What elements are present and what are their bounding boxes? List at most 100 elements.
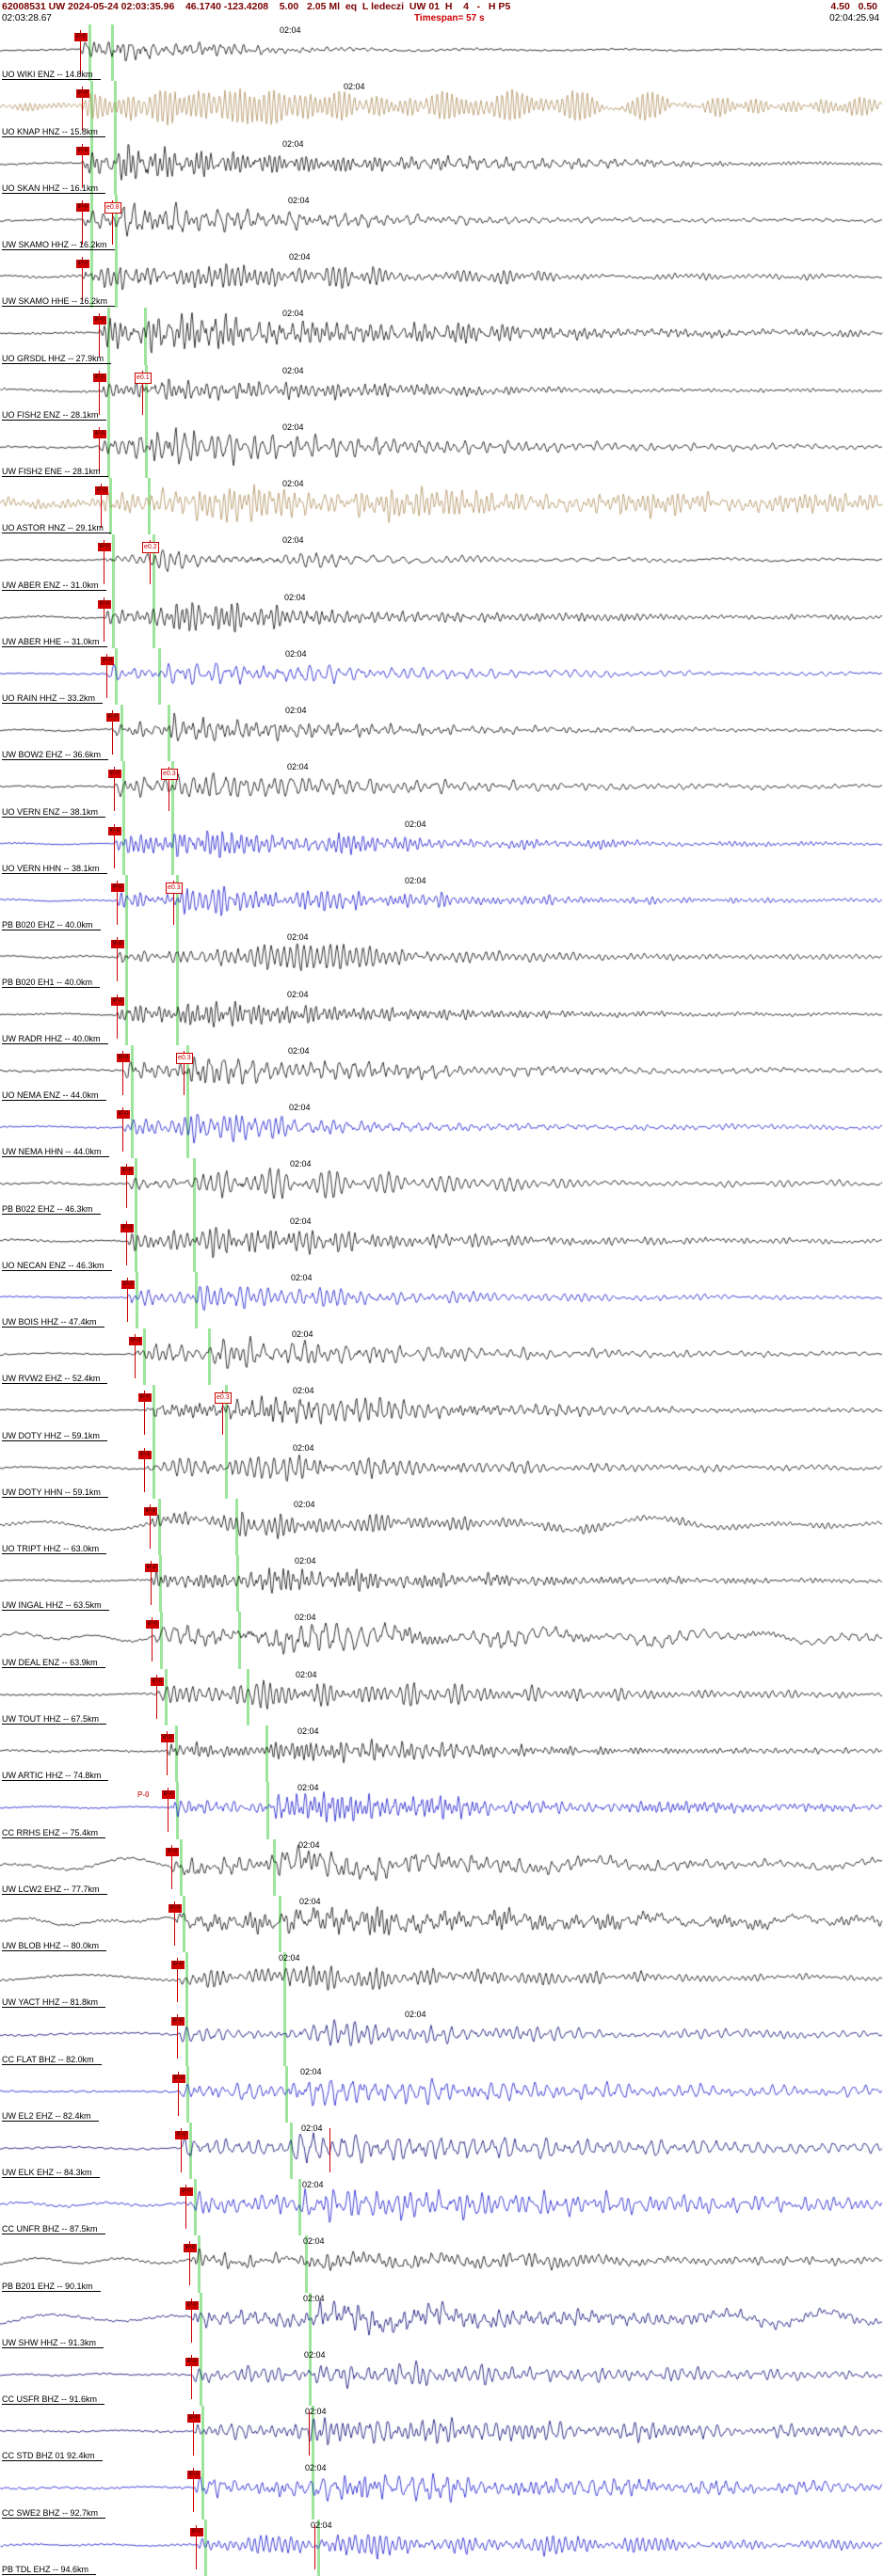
p-pick-flag[interactable]: iP-0 bbox=[185, 2357, 199, 2366]
s-pick-flag[interactable]: e0.3 bbox=[166, 882, 183, 894]
p-pick-line[interactable] bbox=[126, 1164, 127, 1209]
s-pick-line[interactable] bbox=[314, 2524, 315, 2569]
p-pick-flag[interactable]: iP-0 bbox=[111, 883, 124, 892]
p-pick-line[interactable] bbox=[101, 484, 102, 529]
station-label[interactable]: UW ARTIC HHZ -- 74.8km bbox=[2, 1771, 109, 1782]
station-label[interactable]: PB B020 EHZ -- 40.0km bbox=[2, 920, 101, 931]
station-label[interactable]: UW SKAMO HHZ -- 16.2km bbox=[2, 240, 115, 251]
station-label[interactable]: UW EL2 EHZ -- 82.4km bbox=[2, 2111, 99, 2122]
waveform-canvas[interactable] bbox=[0, 874, 883, 931]
waveform-canvas[interactable] bbox=[0, 591, 883, 648]
p-pick-flag[interactable]: iP-0 bbox=[187, 2471, 201, 2480]
p-pick-line[interactable] bbox=[126, 1220, 127, 1265]
p-pick-flag[interactable]: iP-0 bbox=[146, 1620, 159, 1630]
p-pick-flag[interactable]: iP-0 bbox=[171, 1961, 185, 1970]
s-pick-flag[interactable]: e0.3 bbox=[215, 1392, 232, 1405]
p-pick-line[interactable] bbox=[150, 1503, 151, 1549]
p-pick-line[interactable] bbox=[191, 2354, 192, 2399]
waveform-canvas[interactable] bbox=[0, 1838, 883, 1896]
station-label[interactable]: UO FISH2 ENZ -- 28.1km bbox=[2, 410, 106, 421]
p-pick-line[interactable] bbox=[82, 199, 83, 245]
waveform-canvas[interactable] bbox=[0, 647, 883, 705]
p-pick-line[interactable] bbox=[99, 370, 100, 415]
waveform-canvas[interactable] bbox=[0, 2292, 883, 2349]
p-pick-flag[interactable]: iP-0 bbox=[185, 2300, 199, 2310]
p-pick-line[interactable] bbox=[177, 2014, 178, 2059]
p-pick-flag[interactable]: iP-0 bbox=[117, 1110, 130, 1120]
p-pick-flag[interactable]: iP-0 bbox=[138, 1393, 152, 1403]
waveform-canvas[interactable] bbox=[0, 2179, 883, 2236]
p-pick-flag[interactable]: iP-0 bbox=[108, 826, 121, 835]
p-pick-line[interactable] bbox=[117, 937, 118, 982]
station-label[interactable]: PB B020 EH1 -- 40.0km bbox=[2, 978, 101, 988]
station-label[interactable]: UO RAIN HHZ -- 33.2km bbox=[2, 693, 104, 705]
p-pick-line[interactable] bbox=[112, 710, 113, 755]
waveform-canvas[interactable] bbox=[0, 2406, 883, 2463]
station-label[interactable]: UW DOTY HHZ -- 59.1km bbox=[2, 1431, 107, 1441]
station-label[interactable]: UW BLOB HHZ -- 80.0km bbox=[2, 1941, 107, 1952]
p-pick-line[interactable] bbox=[196, 2524, 197, 2569]
station-label[interactable]: UO KNAP HNZ -- 15.8km bbox=[2, 127, 105, 137]
p-pick-line[interactable] bbox=[193, 2468, 194, 2513]
p-pick-line[interactable] bbox=[152, 1617, 153, 1662]
waveform-canvas[interactable] bbox=[0, 1441, 883, 1499]
p-pick-flag[interactable]: iP-0 bbox=[166, 1847, 179, 1856]
p-pick-line[interactable] bbox=[181, 2127, 182, 2172]
p-pick-line[interactable] bbox=[144, 1391, 145, 1436]
s-pick-line[interactable] bbox=[309, 2411, 310, 2457]
p-pick-line[interactable] bbox=[178, 2071, 179, 2116]
s-pick-flag[interactable]: e0.3 bbox=[176, 1052, 193, 1064]
waveform-canvas[interactable] bbox=[0, 1668, 883, 1725]
station-label[interactable]: UO GRSDL HHZ -- 27.9km bbox=[2, 354, 112, 364]
p-pick-flag[interactable]: iP-0 bbox=[95, 486, 108, 496]
waveform-canvas[interactable] bbox=[0, 818, 883, 875]
p-pick-flag[interactable]: iP-0 bbox=[171, 2017, 185, 2027]
station-label[interactable]: UW RADR HHZ -- 40.0km bbox=[2, 1034, 108, 1044]
p-pick-flag[interactable]: iP-0 bbox=[187, 2414, 201, 2424]
waveform-canvas[interactable] bbox=[0, 1158, 883, 1216]
station-label[interactable]: UW INGAL HHZ -- 63.5km bbox=[2, 1600, 109, 1612]
station-label[interactable]: UW BOIS HHZ -- 47.4km bbox=[2, 1317, 104, 1328]
p-pick-flag[interactable]: iP-0 bbox=[184, 2244, 197, 2253]
waveform-canvas[interactable] bbox=[0, 2462, 883, 2520]
p-pick-line[interactable] bbox=[191, 2298, 192, 2343]
p-pick-line[interactable] bbox=[189, 2241, 190, 2286]
waveform-canvas[interactable] bbox=[0, 24, 883, 81]
station-label[interactable]: CC STD BHZ 01 92.4km bbox=[2, 2451, 103, 2462]
station-label[interactable]: CC UNFR BHZ -- 87.5km bbox=[2, 2224, 105, 2235]
waveform-canvas[interactable] bbox=[0, 761, 883, 819]
waveform-canvas[interactable] bbox=[0, 1782, 883, 1839]
s-pick-flag[interactable]: e0.3 bbox=[161, 769, 178, 781]
s-pick-flag[interactable]: e0.1 bbox=[135, 372, 152, 384]
p-pick-line[interactable] bbox=[185, 2185, 186, 2230]
station-label[interactable]: UO ASTOR HNZ -- 29.1km bbox=[2, 523, 111, 534]
waveform-canvas[interactable] bbox=[0, 2235, 883, 2293]
p-pick-flag[interactable]: iP-0 bbox=[76, 260, 89, 269]
p-pick-flag[interactable]: iP-0 bbox=[151, 1677, 164, 1686]
waveform-canvas[interactable] bbox=[0, 2348, 883, 2406]
p-pick-line[interactable] bbox=[122, 1050, 123, 1095]
s-pick-line[interactable] bbox=[142, 370, 143, 415]
p-pick-flag[interactable]: iP-0 bbox=[93, 429, 106, 438]
waveform-canvas[interactable] bbox=[0, 1328, 883, 1386]
p-pick-flag[interactable]: iP-0 bbox=[98, 543, 111, 552]
p-pick-flag[interactable]: iP-0 bbox=[144, 1506, 157, 1516]
station-label[interactable]: PB B201 EHZ -- 90.1km bbox=[2, 2282, 101, 2292]
station-label[interactable]: UW ABER HHE -- 31.0km bbox=[2, 637, 107, 647]
waveform-canvas[interactable] bbox=[0, 1102, 883, 1159]
p-pick-line[interactable] bbox=[171, 1844, 172, 1889]
p-pick-flag[interactable]: iP-0 bbox=[145, 1564, 158, 1573]
waveform-canvas[interactable] bbox=[0, 534, 883, 592]
p-pick-line[interactable] bbox=[193, 2411, 194, 2457]
p-pick-line[interactable] bbox=[135, 1334, 136, 1379]
station-label[interactable]: CC SWE2 BHZ -- 92.7km bbox=[2, 2508, 106, 2519]
s-pick-line[interactable] bbox=[112, 199, 113, 245]
p-pick-flag[interactable]: iP-0 bbox=[108, 770, 121, 779]
station-label[interactable]: UO VERN HHN -- 38.1km bbox=[2, 864, 107, 874]
station-label[interactable]: UW SKAMO HHE -- 16.2km bbox=[2, 296, 116, 308]
p-pick-line[interactable] bbox=[117, 880, 118, 925]
station-label[interactable]: CC FLAT BHZ -- 82.0km bbox=[2, 2055, 102, 2065]
s-pick-line[interactable] bbox=[150, 540, 151, 585]
waveform-canvas[interactable] bbox=[0, 1895, 883, 1952]
p-pick-flag[interactable]: iP-0 bbox=[162, 1790, 175, 1800]
